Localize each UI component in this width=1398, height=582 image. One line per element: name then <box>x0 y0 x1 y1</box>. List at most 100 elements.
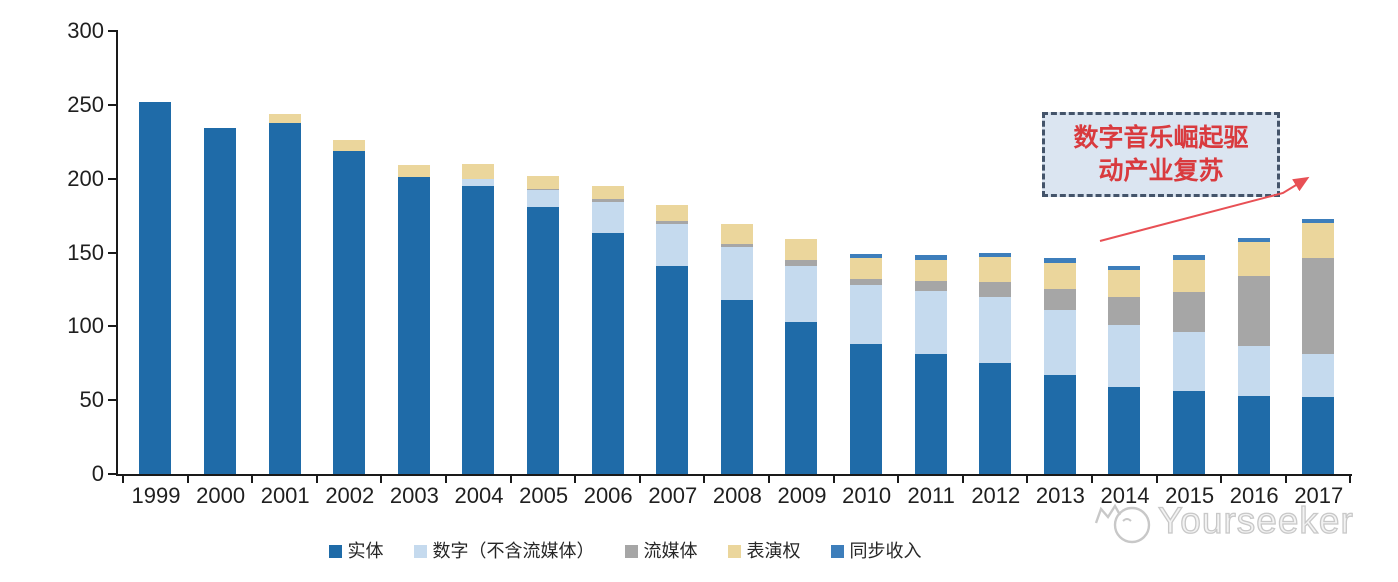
bar-segment-physical <box>1043 375 1076 474</box>
bar-segment-physical <box>720 299 753 474</box>
bar-segment-physical <box>656 265 689 474</box>
bar-segment-streaming <box>591 199 624 203</box>
x-axis-tick <box>1284 476 1287 483</box>
y-axis-tick <box>108 399 116 402</box>
bar-segment-physical <box>979 363 1012 474</box>
x-axis-tick <box>445 476 447 483</box>
legend-item-digital-ex-streaming: 数字（不含流媒体） <box>413 541 595 561</box>
bar-segment-streaming <box>1172 292 1205 333</box>
bar-segment-digital-ex-streaming <box>914 290 947 355</box>
x-axis-tick-label: 2003 <box>389 483 439 508</box>
bar-segment-performance-rights <box>591 186 624 200</box>
x-axis-tick <box>1349 476 1352 483</box>
bar-segment-physical <box>785 321 818 474</box>
x-axis-tick-label: 2012 <box>971 483 1021 508</box>
x-axis-tick-label: 2016 <box>1229 483 1279 508</box>
legend-swatch-streaming <box>624 544 638 558</box>
y-axis-tick <box>108 30 116 32</box>
y-axis-tick <box>108 177 116 180</box>
bar-segment-physical <box>1237 395 1270 474</box>
bar-segment-physical <box>591 233 624 474</box>
bar-segment-performance-rights <box>914 259 947 281</box>
y-axis-tick-label: 0 <box>91 461 104 486</box>
x-axis-tick-label: 2002 <box>325 483 375 508</box>
bar-segment-performance-rights <box>462 163 495 179</box>
x-axis-tick-label: 1999 <box>131 483 181 508</box>
bar-segment-streaming <box>914 280 947 291</box>
bar-segment-physical <box>268 122 301 474</box>
legend-label: 表演权 <box>746 541 801 561</box>
legend-item-performance-rights: 表演权 <box>727 541 801 561</box>
x-axis-tick <box>122 476 124 483</box>
bar-segment-physical <box>1172 391 1205 474</box>
x-axis-line <box>116 474 1352 476</box>
bar-segment-digital-ex-streaming <box>979 296 1012 364</box>
x-axis-tick <box>509 476 512 483</box>
bar-segment-performance-rights <box>720 224 753 244</box>
x-axis-tick-label: 2014 <box>1100 483 1150 508</box>
x-axis-tick <box>703 476 706 483</box>
x-axis-tick <box>380 476 383 483</box>
x-axis-tick <box>1026 476 1029 483</box>
bar-segment-streaming <box>656 221 689 225</box>
y-axis-tick-label: 50 <box>79 387 104 413</box>
y-axis-line <box>116 30 118 476</box>
x-axis-tick <box>897 476 900 483</box>
x-axis-tick <box>832 476 835 483</box>
bar-segment-performance-rights <box>785 239 818 260</box>
bar-segment-performance-rights <box>1108 270 1141 297</box>
bar-segment-streaming <box>1108 296 1141 325</box>
x-axis-tick <box>1091 476 1093 483</box>
bar-segment-performance-rights <box>979 256 1012 283</box>
bar-segment-streaming <box>1237 276 1270 346</box>
bar-segment-digital-ex-streaming <box>1108 324 1141 387</box>
bar-segment-performance-rights <box>526 175 559 189</box>
x-axis-tick <box>1220 476 1223 483</box>
x-axis-tick <box>574 476 577 483</box>
bar-segment-performance-rights <box>397 165 430 178</box>
bar-segment-performance-rights <box>1172 259 1205 293</box>
bar-segment-physical <box>203 128 236 474</box>
x-axis-tick-label: 2017 <box>1294 483 1344 508</box>
bar-segment-sync <box>1172 255 1205 260</box>
bar-segment-physical <box>914 354 947 474</box>
bar-segment-sync <box>1108 265 1141 271</box>
annotation-box: 数字音乐崛起驱 动产业复苏 <box>1042 112 1280 197</box>
legend-swatch-digital-ex-streaming <box>413 544 427 558</box>
x-axis-tick-label: 2004 <box>454 483 504 508</box>
legend-item-sync: 同步收入 <box>830 541 922 561</box>
y-axis-tick <box>108 473 116 475</box>
legend-item-physical: 实体 <box>328 541 384 561</box>
bar-segment-performance-rights <box>656 205 689 222</box>
bar-segment-physical <box>139 101 172 474</box>
y-axis-tick-label: 150 <box>67 239 104 265</box>
bar-segment-sync <box>979 252 1012 257</box>
bar-segment-streaming <box>720 243 753 247</box>
bar-segment-sync <box>914 255 947 260</box>
bar-segment-physical <box>1302 397 1335 474</box>
legend-swatch-sync <box>830 544 844 558</box>
x-axis-tick-label: 2011 <box>907 483 955 508</box>
y-axis-tick-label: 250 <box>67 91 104 117</box>
x-axis-tick-label: 2000 <box>196 483 246 508</box>
bar-segment-physical <box>333 150 366 474</box>
watermark-text: Yourseeker <box>1157 499 1354 541</box>
bar-segment-physical <box>462 186 495 474</box>
y-axis-tick-label: 100 <box>67 313 104 339</box>
legend-swatch-performance-rights <box>727 544 741 558</box>
bar-segment-digital-ex-streaming <box>785 265 818 322</box>
legend-label: 流媒体 <box>643 541 698 561</box>
bar-segment-digital-ex-streaming <box>1302 354 1335 398</box>
x-axis-tick-label: 2005 <box>519 483 569 508</box>
y-axis-tick <box>108 325 116 328</box>
x-axis-tick-label: 2010 <box>842 483 892 508</box>
legend: 实体 数字（不含流媒体） 流媒体 表演权 同步收入 <box>0 541 1250 561</box>
x-axis-tick-label: 2001 <box>260 483 310 508</box>
bar-segment-performance-rights <box>268 113 301 123</box>
bar-segment-digital-ex-streaming <box>1172 332 1205 392</box>
bar-segment-digital-ex-streaming <box>526 190 559 207</box>
y-axis-tick-label: 200 <box>67 165 104 191</box>
bar-segment-digital-ex-streaming <box>1237 345 1270 396</box>
x-axis-tick <box>186 476 189 483</box>
